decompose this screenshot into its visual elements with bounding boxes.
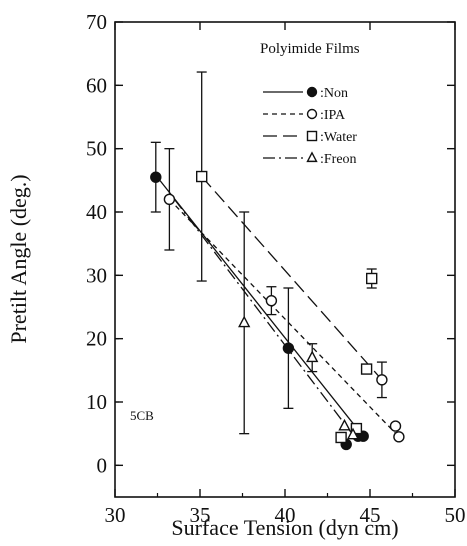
fit-line — [201, 176, 385, 383]
y-axis-ticks: 0 10 20 30 40 50 60 70 — [86, 10, 455, 477]
legend-label: :Freon — [320, 152, 357, 167]
data-point — [360, 363, 373, 375]
x-tick-label: 45 — [360, 503, 381, 527]
data-point — [393, 431, 405, 443]
data-point — [282, 342, 295, 354]
y-tick-label: 40 — [86, 200, 107, 224]
x-tick-label: 30 — [105, 503, 126, 527]
data-point — [163, 193, 176, 206]
data-point — [238, 315, 251, 328]
legend-marker — [306, 151, 318, 163]
y-tick-label: 60 — [86, 73, 107, 97]
data-point — [366, 272, 378, 285]
annotation-5cb: 5CB — [130, 408, 154, 423]
legend-marker — [306, 130, 318, 142]
y-tick-label: 0 — [97, 453, 108, 477]
y-tick-label: 30 — [86, 263, 107, 287]
y-tick-label: 50 — [86, 137, 107, 161]
legend-label: :Water — [320, 130, 357, 145]
y-tick-label: 20 — [86, 327, 107, 351]
x-tick-label: 35 — [190, 503, 211, 527]
fit-lines — [155, 174, 400, 438]
legend: Polyimide Films :Non :IPA :Water :Freon — [260, 41, 360, 167]
plot-frame — [114, 21, 456, 498]
legend-marker — [306, 86, 318, 98]
x-axis-label: Surface Tension (dyn cm) — [171, 515, 398, 540]
fit-line — [155, 174, 364, 437]
x-axis-ticks: 30 35 40 45 50 — [105, 22, 466, 527]
data-point — [338, 418, 351, 431]
data-point — [265, 294, 278, 307]
data-point — [195, 170, 208, 183]
data-point — [335, 431, 347, 444]
data-point — [376, 374, 388, 386]
legend-label: :Non — [320, 86, 348, 101]
fit-line — [173, 198, 354, 436]
data-point — [350, 422, 363, 435]
x-tick-label: 50 — [445, 503, 466, 527]
y-tick-label: 10 — [86, 390, 107, 414]
data-point — [346, 427, 360, 440]
data-markers — [150, 170, 405, 451]
data-point — [389, 420, 402, 432]
data-point — [150, 171, 162, 183]
x-tick-label: 40 — [275, 503, 296, 527]
legend-label: :IPA — [320, 108, 346, 123]
data-point — [306, 350, 319, 363]
y-tick-label: 70 — [86, 10, 107, 34]
legend-marker — [306, 108, 318, 120]
fit-line — [168, 198, 400, 438]
y-axis-label: Pretilt Angle (deg.) — [6, 174, 31, 343]
legend-title: Polyimide Films — [260, 41, 360, 57]
